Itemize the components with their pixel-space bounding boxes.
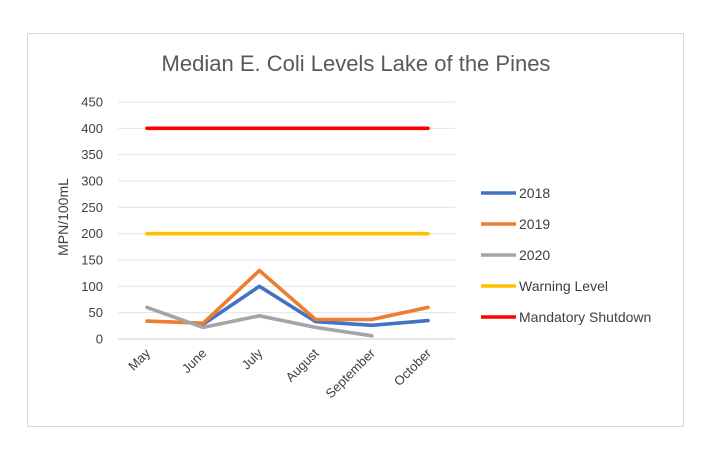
legend-label: 2020 <box>519 247 550 263</box>
y-axis-label: MPN/100mL <box>55 178 71 256</box>
legend-label: Warning Level <box>519 278 608 294</box>
series-line-2018 <box>201 284 430 328</box>
x-axis-ticks: May June July August September October <box>125 345 434 401</box>
y-tick-label: 150 <box>81 253 103 268</box>
y-tick-label: 250 <box>81 200 103 215</box>
y-tick-label: 200 <box>81 226 103 241</box>
y-axis-ticks: 0 50 100 150 200 250 300 350 400 450 <box>81 95 103 347</box>
y-tick-label: 100 <box>81 279 103 294</box>
series-line-2019 <box>145 268 430 326</box>
y-tick-label: 300 <box>81 174 103 189</box>
legend-label: 2019 <box>519 216 550 232</box>
y-tick-label: 0 <box>96 332 103 347</box>
x-tick-label: July <box>239 345 266 372</box>
legend-label: 2018 <box>519 185 550 201</box>
y-tick-label: 400 <box>81 121 103 136</box>
x-tick-label: September <box>322 345 378 401</box>
y-tick-label: 350 <box>81 147 103 162</box>
legend-label: Mandatory Shutdown <box>519 309 651 325</box>
chart-frame <box>27 33 684 427</box>
chart-title: Median E. Coli Levels Lake of the Pines <box>162 51 551 76</box>
y-tick-label: 450 <box>81 95 103 110</box>
x-tick-label: May <box>125 345 153 373</box>
x-tick-label: August <box>282 345 321 384</box>
legend: 2018 2019 2020 Warning Level Mandatory Shutd… <box>481 185 651 325</box>
y-tick-label: 50 <box>89 305 103 320</box>
x-tick-label: June <box>179 346 210 377</box>
series-line-2020 <box>145 305 374 338</box>
series-lines <box>145 126 430 338</box>
x-tick-label: October <box>391 345 435 389</box>
